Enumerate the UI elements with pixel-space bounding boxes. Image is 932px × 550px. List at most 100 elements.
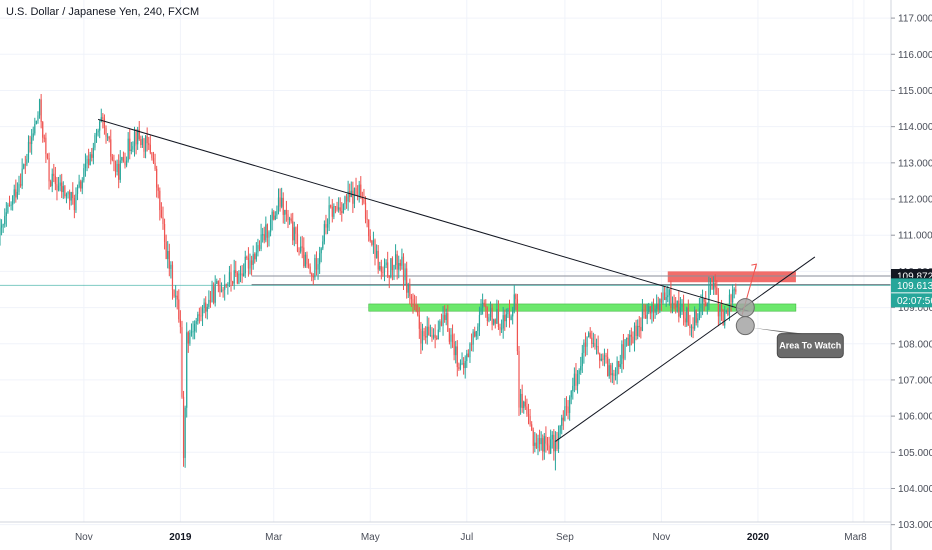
candle-down xyxy=(143,138,145,152)
candle-up xyxy=(401,256,403,266)
candle-up xyxy=(554,440,557,452)
candle-down xyxy=(716,287,718,295)
candle-down xyxy=(657,303,659,310)
candle-down xyxy=(705,301,707,307)
candle-down xyxy=(290,218,292,222)
candle-up xyxy=(455,346,457,356)
candle-down xyxy=(225,284,227,286)
candle-up xyxy=(133,132,136,147)
candle-down xyxy=(53,173,55,176)
candle-down xyxy=(532,430,534,446)
candle-up xyxy=(372,240,375,245)
candle-down xyxy=(447,313,449,332)
candle-down xyxy=(622,344,625,359)
candle-up xyxy=(676,300,678,308)
candle-up xyxy=(31,137,33,145)
candle-down xyxy=(296,233,299,252)
callout-label: Area To Watch xyxy=(779,341,841,351)
candle-down xyxy=(565,406,568,408)
candle-down xyxy=(46,153,49,158)
candle-up xyxy=(84,163,87,169)
candle-up xyxy=(344,196,346,205)
candle-up xyxy=(192,331,194,333)
candle-down xyxy=(735,289,737,292)
candle-down xyxy=(312,276,314,278)
candle-down xyxy=(103,118,106,128)
candle-up xyxy=(724,311,726,326)
candle-down xyxy=(247,257,250,269)
candle-up xyxy=(559,425,561,434)
candle-down xyxy=(309,266,311,274)
y-tick-label: 106.000 xyxy=(898,412,932,423)
candle-down xyxy=(200,315,202,317)
candle-down xyxy=(377,250,379,270)
candle-up xyxy=(2,224,4,226)
candle-down xyxy=(423,331,425,337)
candle-up xyxy=(269,219,272,233)
candle-up xyxy=(320,248,322,254)
candle-up xyxy=(70,192,72,201)
candle-down xyxy=(364,202,367,219)
candle-up xyxy=(701,298,704,305)
candle-up xyxy=(732,289,734,303)
candle-down xyxy=(635,325,637,336)
candle-down xyxy=(187,332,189,344)
candle-down xyxy=(42,122,44,138)
candle-down xyxy=(412,299,414,305)
candle-up xyxy=(141,138,144,146)
candle-up xyxy=(686,307,688,323)
candle-down xyxy=(154,162,156,169)
candle-down xyxy=(287,214,289,220)
candles xyxy=(0,94,737,471)
candle-up xyxy=(569,397,571,413)
candle-up xyxy=(472,331,474,345)
candle-down xyxy=(678,300,680,317)
candle-up xyxy=(249,260,251,269)
candle-down xyxy=(219,286,221,293)
candle-down xyxy=(428,326,430,336)
candle-up xyxy=(99,121,101,131)
candle-down xyxy=(349,191,351,198)
candle-down xyxy=(336,206,338,210)
candle-down xyxy=(727,311,729,315)
candle-down xyxy=(266,224,269,238)
price-badge-label: 02:07:56 xyxy=(897,296,932,307)
candle-up xyxy=(398,262,400,270)
candle-down xyxy=(607,356,609,377)
candle-up xyxy=(326,224,329,228)
candle-up xyxy=(5,212,7,217)
candle-up xyxy=(293,227,295,241)
candle-down xyxy=(54,175,56,185)
candle-up xyxy=(407,284,409,293)
candle-up xyxy=(333,206,335,217)
candle-up xyxy=(659,299,661,310)
candle-down xyxy=(43,137,45,139)
price-badge-label: 109.872 xyxy=(897,272,932,283)
candle-up xyxy=(206,306,208,312)
x-tick-label: Jul xyxy=(460,532,473,543)
candle-up xyxy=(564,406,566,421)
candle-up xyxy=(637,325,639,336)
candle-down xyxy=(413,304,416,306)
candle-up xyxy=(662,292,664,303)
candle-up xyxy=(65,194,68,197)
candle-up xyxy=(621,344,623,365)
candle-up xyxy=(34,124,36,134)
candle-down xyxy=(546,443,549,446)
candle-down xyxy=(682,303,685,319)
candle-down xyxy=(703,298,705,302)
candle-down xyxy=(368,219,370,237)
candle-down xyxy=(521,393,523,409)
candle-down xyxy=(406,268,408,293)
candle-up xyxy=(323,224,325,242)
candle-up xyxy=(116,163,118,172)
candle-up xyxy=(439,321,441,330)
candle-down xyxy=(640,326,642,331)
candle-down xyxy=(124,161,126,166)
candle-down xyxy=(387,262,389,276)
candle-down xyxy=(722,310,724,326)
candle-down xyxy=(246,256,248,258)
candle-up xyxy=(697,318,699,323)
y-tick-label: 108.000 xyxy=(898,339,932,350)
